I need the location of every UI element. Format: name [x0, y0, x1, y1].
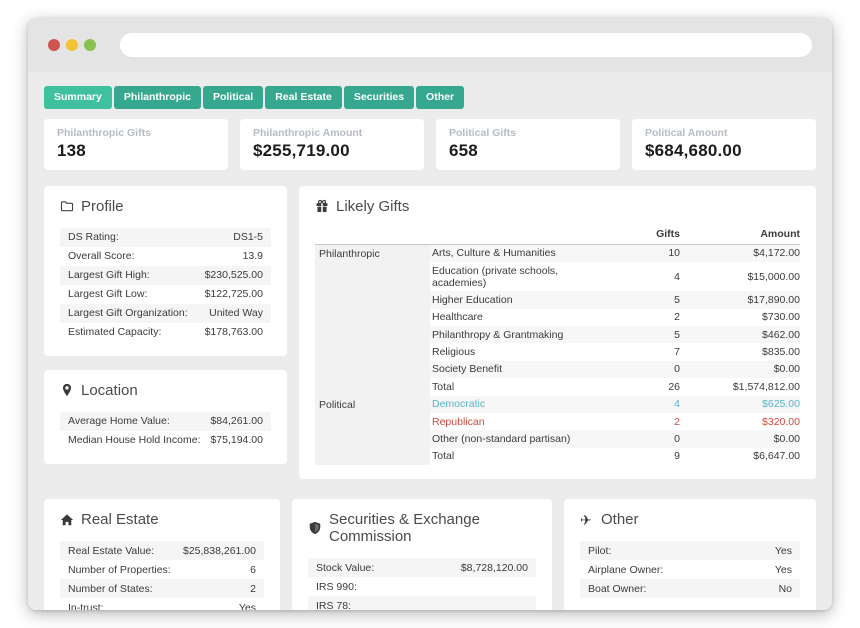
other-panel-title: ✈ Other — [580, 511, 800, 528]
tab-political[interactable]: Political — [202, 86, 264, 109]
location-rows: Average Home Value: $84,261.00 Median Hou… — [60, 411, 271, 450]
table-row: Education (private schools, academies) 4 $… — [432, 264, 800, 289]
stat-value: $684,680.00 — [645, 140, 742, 160]
profile-rows: DS Rating: DS1-5 Overall Score: 13.9 Large… — [60, 227, 271, 342]
stat-value: 658 — [449, 140, 478, 160]
location-panel-title: Location — [60, 382, 271, 399]
minimize-window-icon[interactable] — [66, 39, 78, 51]
table-row: Healthcare 2 $730.00 — [432, 311, 800, 324]
table-row: Arts, Culture & Humanities 10 $4,172.00 — [430, 244, 800, 262]
panel-title-text: Likely Gifts — [336, 197, 410, 215]
republican-link[interactable]: Republican — [432, 415, 485, 428]
column-header-gifts: Gifts — [656, 227, 680, 240]
profile-panel: Profile DS Rating: DS1-5 Overall Score: 13… — [44, 185, 287, 356]
stat-value: $255,719.00 — [253, 140, 350, 160]
tab-bar: Summary Philanthropic Political Real Est… — [44, 86, 816, 109]
tab-summary[interactable]: Summary — [44, 86, 112, 109]
browser-chrome — [28, 18, 832, 72]
panel-title-text: Other — [601, 511, 639, 528]
table-group-philanthropic: Philanthropic Arts, Culture & Humanities… — [315, 244, 800, 396]
tab-securities[interactable]: Securities — [343, 86, 415, 109]
table-row-democratic: Democratic 4 $625.00 — [430, 395, 800, 413]
real-estate-panel-title: Real Estate — [60, 511, 264, 528]
group-label: Political — [315, 395, 430, 465]
stat-label: Political Amount — [645, 126, 728, 139]
column-header-amount: Amount — [760, 227, 800, 240]
map-marker-icon — [60, 383, 74, 397]
gift-icon — [315, 199, 329, 213]
likely-gifts-table: Gifts Amount Philanthropic Arts, Culture… — [315, 228, 800, 465]
panel-title-text: Securities & Exchange Commission — [329, 511, 480, 545]
other-rows: Pilot: Yes Airplane Owner: Yes Boat Owner:… — [580, 541, 800, 598]
securities-panel: Securities & Exchange Commission Stock V… — [292, 499, 552, 610]
page-content: Summary Philanthropic Political Real Est… — [28, 72, 832, 610]
table-row: DS Rating: DS1-5 — [60, 227, 271, 247]
location-panel: Location Average Home Value: $84,261.00 M… — [44, 369, 287, 464]
group-label: Philanthropic — [315, 244, 430, 396]
browser-window: Summary Philanthropic Political Real Est… — [28, 18, 832, 610]
table-row: Number of Properties: 6 — [68, 563, 256, 576]
window-controls — [48, 39, 96, 51]
table-row: Estimated Capacity: $178,763.00 — [68, 326, 263, 338]
stat-value: 138 — [57, 140, 86, 160]
table-row: Airplane Owner: Yes — [588, 563, 792, 576]
folder-icon — [60, 199, 74, 213]
real-estate-panel: Real Estate Real Estate Value: $25,838,26… — [44, 499, 280, 610]
plane-icon: ✈ — [580, 511, 592, 528]
stat-political-gifts: Political Gifts 658 — [436, 118, 620, 170]
panel-title-text: Real Estate — [81, 511, 159, 528]
securities-rows: Stock Value: $8,728,120.00 IRS 990: IRS 7… — [308, 558, 536, 610]
table-group-political: Political Democratic 4 $625.00 Republican 2… — [315, 395, 800, 465]
table-header: Gifts Amount — [315, 228, 800, 245]
table-row: Stock Value: $8,728,120.00 — [308, 558, 536, 577]
likely-gifts-panel-title: Likely Gifts — [315, 198, 800, 215]
table-row: Other (non-standard partisan) 0 $0.00 — [430, 430, 800, 448]
maximize-window-icon[interactable] — [84, 39, 96, 51]
tab-other[interactable]: Other — [416, 86, 465, 109]
table-row: Largest Gift Low: $122,725.00 — [68, 288, 263, 300]
table-row: Overall Score: 13.9 — [68, 250, 263, 262]
table-row: Pilot: Yes — [580, 541, 800, 560]
tab-real-estate[interactable]: Real Estate — [265, 86, 342, 109]
democratic-link[interactable]: Democratic — [432, 398, 486, 411]
home-icon — [60, 513, 74, 527]
stat-political-amount: Political Amount $684,680.00 — [632, 118, 816, 170]
table-row: Society Benefit 0 $0.00 — [430, 360, 800, 379]
table-row: IRS 990: — [316, 580, 357, 593]
table-row: Higher Education 5 $17,890.00 — [430, 291, 800, 309]
stat-label: Philanthropic Gifts — [57, 126, 151, 139]
profile-panel-title: Profile — [60, 198, 271, 215]
close-window-icon[interactable] — [48, 39, 60, 51]
tab-philanthropic[interactable]: Philanthropic — [113, 86, 201, 109]
table-row-total: Total 9 $6,647.00 — [432, 450, 800, 463]
table-row-total: Total 26 $1,574,812.00 — [432, 380, 800, 393]
stat-cards: Philanthropic Gifts 138 Philanthropic Am… — [44, 118, 816, 170]
table-row: Number of States: 2 — [60, 579, 264, 598]
stat-label: Philanthropic Amount — [253, 126, 363, 139]
table-row: Largest Gift Organization: United Way — [60, 303, 271, 323]
table-row: Average Home Value: $84,261.00 — [60, 411, 271, 431]
table-row: In-trust: Yes — [68, 601, 256, 611]
stat-philanthropic-amount: Philanthropic Amount $255,719.00 — [240, 118, 424, 170]
other-panel: ✈ Other Pilot: Yes Airplane Owner: Yes Boa… — [564, 499, 816, 610]
table-row-republican: Republican 2 $320.00 — [432, 415, 800, 428]
panel-title-text: Location — [81, 381, 138, 399]
table-row: IRS 78: — [308, 596, 536, 610]
address-bar[interactable] — [120, 33, 812, 57]
table-row: Largest Gift High: $230,525.00 — [60, 265, 271, 285]
table-row: Boat Owner: No — [580, 579, 800, 598]
securities-panel-title: Securities & Exchange Commission — [308, 511, 536, 545]
table-row: Religious 7 $835.00 — [432, 346, 800, 359]
real-estate-rows: Real Estate Value: $25,838,261.00 Number … — [60, 541, 264, 610]
shield-icon — [308, 521, 322, 535]
stat-label: Political Gifts — [449, 126, 517, 139]
table-row: Philanthropy & Grantmaking 5 $462.00 — [430, 326, 800, 344]
table-row: Median House Hold Income: $75,194.00 — [68, 434, 263, 446]
likely-gifts-panel: Likely Gifts Gifts Amount Philanthropic — [299, 185, 816, 479]
table-row: Real Estate Value: $25,838,261.00 — [60, 541, 264, 560]
panel-title-text: Profile — [81, 197, 124, 215]
stat-philanthropic-gifts: Philanthropic Gifts 138 — [44, 118, 228, 170]
